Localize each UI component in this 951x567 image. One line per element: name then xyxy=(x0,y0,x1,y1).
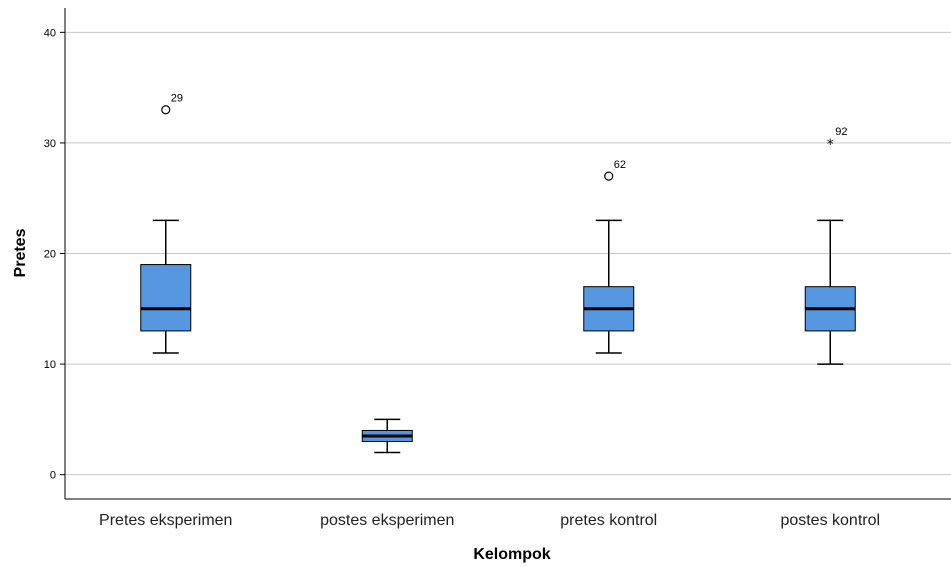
outlier-label: 29 xyxy=(171,93,183,105)
category-label: pretes kontrol xyxy=(560,512,657,529)
y-tick-label-30: 30 xyxy=(44,138,56,150)
outlier-label: 62 xyxy=(614,159,626,171)
y-tick-labels: 0 10 20 30 40 xyxy=(44,27,65,482)
box-postes-eksperimen xyxy=(361,418,413,454)
outlier-circle-marker xyxy=(161,105,171,115)
iqr-box xyxy=(140,264,192,332)
y-tick-label-10: 10 xyxy=(44,359,56,371)
category-label: postes eksperimen xyxy=(320,512,454,529)
boxes: 29 62 *92 xyxy=(140,93,856,454)
box-pretes-kontrol: 62 xyxy=(583,159,635,354)
y-tick-label-0: 0 xyxy=(50,470,56,482)
y-tick-label-40: 40 xyxy=(44,27,56,39)
outlier-star-marker: * xyxy=(827,137,834,153)
outlier-label: 92 xyxy=(835,126,847,138)
x-axis-title: Kelompok xyxy=(473,546,550,563)
category-label: Pretes eksperimen xyxy=(99,512,232,529)
gridlines xyxy=(65,31,951,476)
outlier-circle-marker xyxy=(604,171,614,181)
y-axis-title: Pretes xyxy=(12,228,29,277)
y-tick-label-20: 20 xyxy=(44,249,56,261)
box-postes-kontrol: *92 xyxy=(804,126,856,365)
box-pretes-eksperimen: 29 xyxy=(140,93,192,354)
category-labels: Pretes eksperimen postes eksperimen pretes… xyxy=(99,512,880,529)
category-label: postes kontrol xyxy=(780,512,880,529)
